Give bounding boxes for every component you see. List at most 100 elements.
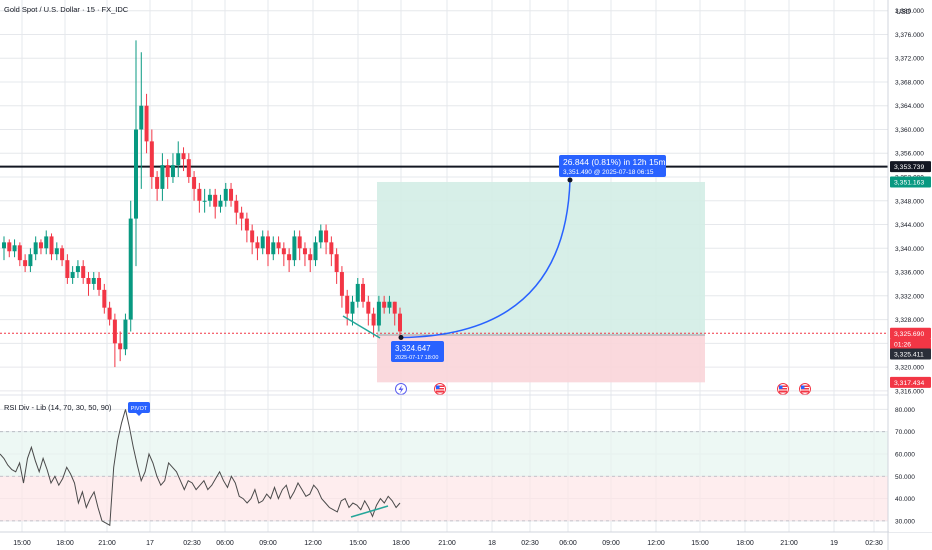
time-label: 21:00: [438, 540, 456, 547]
time-label: 06:00: [559, 540, 577, 547]
candle: [54, 242, 59, 261]
candle: [86, 272, 91, 296]
time-label: 02:30: [183, 540, 201, 547]
candle: [339, 266, 344, 308]
time-label: 18: [488, 540, 496, 547]
candle: [218, 194, 223, 213]
price-tick: 3,320.000: [895, 365, 924, 372]
us-flag-icon[interactable]: [777, 383, 789, 395]
rsi-line[interactable]: [0, 409, 401, 527]
price-tick: 3,360.000: [895, 127, 924, 134]
time-axis[interactable]: 15:00 18:00 21:00 17 02:30 06:00 09:00 12:00 15:…: [13, 540, 883, 547]
candle: [165, 159, 170, 189]
candle: [366, 295, 371, 326]
us-flag-icon[interactable]: [434, 383, 446, 395]
svg-text:01:26: 01:26: [894, 341, 911, 348]
measure-end-handle[interactable]: [567, 177, 573, 183]
candle: [65, 254, 70, 284]
price-badge[interactable]: 01:26: [890, 338, 931, 350]
measure-start-handle[interactable]: [398, 334, 404, 340]
time-label: 02:30: [521, 540, 539, 547]
candle: [297, 230, 302, 261]
price-badge[interactable]: 3,325.690: [890, 327, 931, 339]
price-tick: 3,380.000: [895, 8, 924, 15]
candle: [255, 236, 260, 261]
candle: [281, 242, 286, 267]
rsi-tick: 40.000: [895, 496, 915, 503]
candle: [329, 236, 334, 267]
candle: [355, 277, 360, 308]
us-flag-icon[interactable]: [799, 383, 811, 395]
price-badge[interactable]: 3,351.163: [890, 176, 931, 188]
time-label: 09:00: [259, 540, 277, 547]
candle: [234, 194, 239, 225]
time-label: 02:30: [865, 540, 883, 547]
candle: [170, 153, 175, 183]
svg-text:3,353.739: 3,353.739: [894, 164, 924, 171]
price-badge[interactable]: 3,353.739: [890, 161, 931, 173]
time-label: 12:00: [647, 540, 665, 547]
candle: [197, 182, 202, 213]
price-axis[interactable]: [889, 0, 932, 532]
candle: [324, 224, 329, 255]
time-label: 12:00: [304, 540, 322, 547]
measure-end-subtitle: 3,351.490 @ 2025-07-18 06:15: [563, 169, 654, 176]
symbol-title[interactable]: Gold Spot / U.S. Dollar · 15 · FX_IDC: [4, 5, 129, 14]
divergence-line-price: [342, 315, 381, 339]
time-label: 21:00: [780, 540, 798, 547]
candle: [398, 307, 402, 338]
price-tick: 3,316.000: [895, 388, 924, 395]
candle: [392, 301, 397, 326]
lightning-icon[interactable]: [395, 383, 407, 395]
candle: [287, 248, 292, 273]
candle: [350, 295, 355, 326]
candle: [75, 260, 80, 278]
indicator-title[interactable]: RSI Div - Lib (14, 70, 30, 50, 90): [4, 403, 112, 412]
candle: [308, 248, 313, 273]
candle: [292, 230, 297, 267]
candle: [223, 182, 228, 207]
price-badge[interactable]: 3,325.411: [890, 348, 931, 360]
candle: [176, 141, 181, 178]
candlestick-series[interactable]: [2, 40, 402, 368]
candle: [192, 171, 197, 201]
measure-start-label[interactable]: 3,324.647 2025-07-17 18:00: [391, 341, 444, 362]
candle: [2, 236, 6, 261]
rsi-tick: 30.000: [895, 518, 915, 525]
rsi-level-lines: [0, 431, 888, 522]
price-tick: 3,328.000: [895, 317, 924, 324]
candle: [123, 313, 128, 356]
rsi-tick: 50.000: [895, 474, 915, 481]
price-tick: 3,364.000: [895, 103, 924, 110]
measure-end-label[interactable]: 26.844 (0.81%) in 12h 15m 3,351.490 @ 20…: [559, 155, 666, 177]
svg-text:PIVOT: PIVOT: [131, 406, 148, 412]
candle: [202, 188, 207, 213]
long-position-target-zone[interactable]: [377, 181, 705, 336]
rsi-tick: 80.000: [895, 407, 915, 414]
price-tick: 3,344.000: [895, 222, 924, 229]
candle: [213, 188, 218, 219]
currency-label[interactable]: USD: [896, 9, 911, 16]
candle: [38, 239, 43, 255]
measure-tool-curve[interactable]: [400, 180, 571, 339]
candle: [149, 129, 154, 189]
price-tick: 3,376.000: [895, 32, 924, 39]
time-label: 06:00: [216, 540, 234, 547]
candle: [181, 147, 186, 172]
candle: [97, 272, 102, 296]
price-badge[interactable]: 3,317.434: [890, 376, 931, 388]
svg-text:3,351.163: 3,351.163: [894, 179, 924, 186]
candle: [271, 236, 276, 261]
measure-start-title: 3,324.647: [395, 344, 431, 353]
time-label: 15:00: [349, 540, 367, 547]
candle: [160, 153, 165, 201]
candle: [244, 212, 249, 243]
time-label: 15:00: [13, 540, 31, 547]
candle: [376, 295, 381, 332]
candle: [276, 236, 281, 255]
candle: [70, 266, 75, 284]
svg-text:3,317.434: 3,317.434: [894, 380, 924, 387]
time-label: 15:00: [691, 540, 709, 547]
candle: [134, 40, 138, 267]
